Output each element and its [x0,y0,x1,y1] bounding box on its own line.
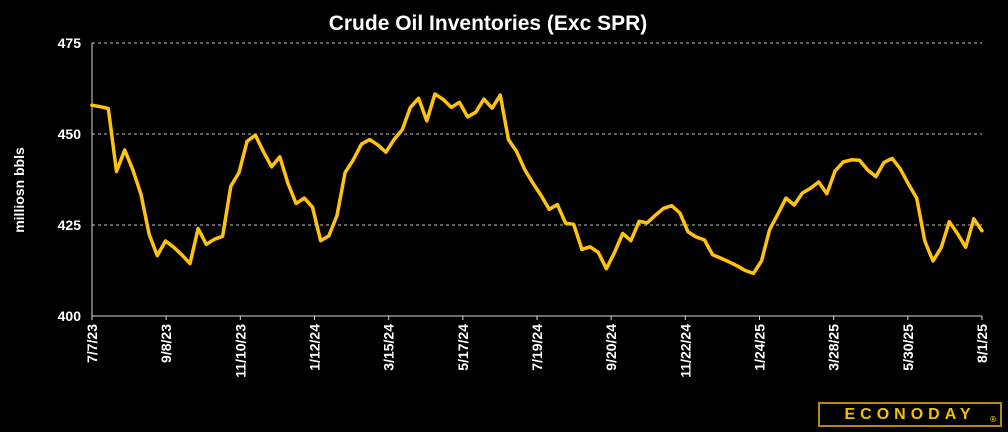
x-tick-label: 5/30/25 [900,324,916,371]
chart-title: Crude Oil Inventories (Exc SPR) [329,12,648,35]
registered-mark: ® [990,415,996,424]
axes [91,43,982,317]
x-tick-label: 7/7/23 [84,324,100,363]
series-line [90,92,984,276]
y-tick-label: 400 [58,308,82,324]
y-tick-label: 450 [58,126,82,142]
x-tick-label: 3/15/24 [381,324,397,371]
y-tick-labels: 400 425 450 475 [58,35,82,324]
x-tick-label: 1/24/25 [752,324,768,371]
x-tick-label: 8/1/25 [974,324,990,363]
y-tick-label: 475 [58,35,82,51]
x-tick-label: 7/19/24 [529,324,545,371]
x-tick-label: 1/12/24 [307,324,323,371]
x-tick-label: 9/8/23 [158,324,174,363]
x-tick-label: 11/22/24 [677,324,693,378]
series-group [90,92,984,276]
x-tick-label: 3/28/25 [826,324,842,371]
y-axis-label: milliosn bbls [11,147,27,233]
gridlines [92,42,982,226]
y-tick-label: 425 [58,217,82,233]
x-tick-labels: 7/7/23 9/8/23 11/10/23 1/12/24 3/15/24 5/17/2… [84,316,990,378]
logo-text: ECONODAY [844,405,976,423]
x-tick-label: 5/17/24 [455,324,471,371]
x-tick-label: 9/20/24 [603,324,619,371]
x-tick-label: 11/10/23 [232,324,248,378]
econoday-logo: ECONODAY ® [818,402,1002,427]
